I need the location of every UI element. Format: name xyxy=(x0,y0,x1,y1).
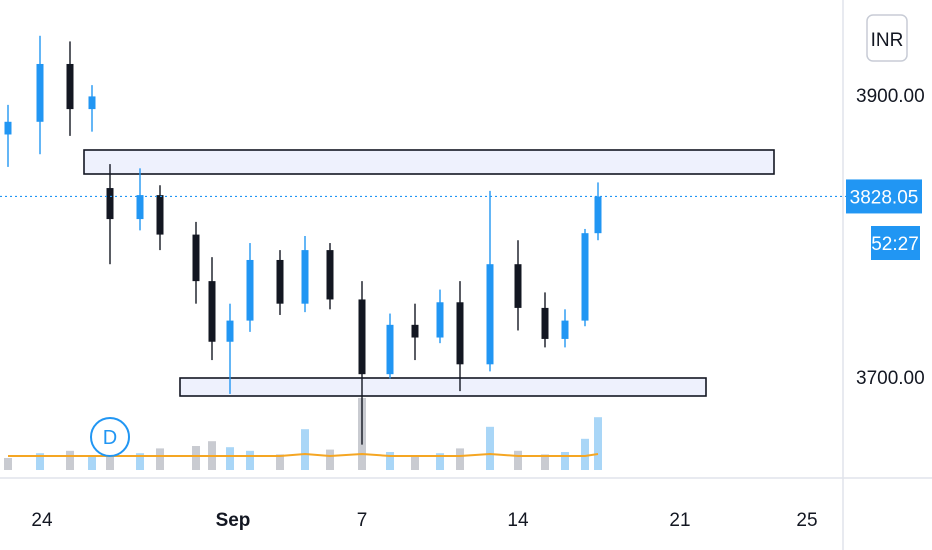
candle xyxy=(246,243,254,332)
candle-body xyxy=(326,250,334,300)
volume-bar xyxy=(66,450,74,470)
volume-bar xyxy=(561,452,569,470)
volume-bar xyxy=(386,452,394,470)
candle-body xyxy=(246,259,254,321)
last-price-label: 3828.05 52:27 xyxy=(846,179,922,260)
countdown-box xyxy=(871,226,920,260)
candle xyxy=(386,313,394,379)
candle-body xyxy=(276,259,284,304)
candle xyxy=(594,182,602,241)
candle xyxy=(4,104,12,167)
volume-bar xyxy=(581,438,589,470)
currency-badge[interactable]: INR xyxy=(866,14,908,62)
candle xyxy=(226,303,234,394)
volume-bar xyxy=(514,450,522,470)
zones-layer xyxy=(83,149,775,397)
candle-body xyxy=(208,281,216,342)
time-tick-label: 21 xyxy=(669,510,690,531)
candle xyxy=(36,35,44,155)
candle xyxy=(436,289,444,344)
volume-bar xyxy=(486,426,494,470)
candle-body xyxy=(486,264,494,365)
candle xyxy=(561,309,569,348)
time-tick-label: 14 xyxy=(507,510,529,531)
volume-bar xyxy=(541,454,549,470)
candle-body xyxy=(581,233,589,321)
time-axis-ticks: 24 Sep 7 14 21 25 xyxy=(31,510,817,531)
candle-body xyxy=(386,324,394,375)
candle-body xyxy=(4,121,12,135)
candle-body xyxy=(136,195,144,220)
candle-body xyxy=(226,320,234,342)
candle xyxy=(156,185,164,251)
candle-body xyxy=(541,307,549,339)
candle xyxy=(192,221,200,304)
candle xyxy=(326,243,334,310)
candle xyxy=(541,292,549,348)
price-tick-label: 3900.00 xyxy=(856,86,925,107)
candle xyxy=(486,190,494,372)
currency-badge-box xyxy=(866,14,908,62)
time-tick-label: 24 xyxy=(31,510,53,531)
volume-bar xyxy=(226,447,234,470)
candle xyxy=(88,85,96,132)
price-axis-ticks: 3900.00 3700.00 xyxy=(856,86,925,389)
dividend-marker-label: D xyxy=(103,427,117,449)
volume-bar xyxy=(88,455,96,470)
volume-bar xyxy=(301,429,309,470)
candle-body xyxy=(106,188,114,220)
candle-body xyxy=(436,302,444,338)
candle xyxy=(581,228,589,327)
candle xyxy=(208,257,216,361)
volume-bar xyxy=(246,450,254,470)
price-tick-label: 3700.00 xyxy=(856,368,925,389)
volume-bar xyxy=(436,453,444,470)
candle-body xyxy=(156,195,164,235)
candle xyxy=(136,168,144,231)
volume-bar xyxy=(136,453,144,470)
candle-body xyxy=(456,302,464,365)
time-tick-label: 7 xyxy=(357,510,368,531)
candle xyxy=(66,41,74,136)
candle-body xyxy=(594,196,602,234)
candle xyxy=(411,303,419,361)
last-price-box xyxy=(846,179,922,214)
volume-bar xyxy=(276,454,284,470)
candle-body xyxy=(36,63,44,122)
countdown-value: 52:27 xyxy=(871,234,919,255)
volume-bar xyxy=(326,449,334,470)
candle-body xyxy=(358,299,366,375)
candle-body xyxy=(561,320,569,339)
candle-body xyxy=(88,96,96,110)
volume-bar xyxy=(594,417,602,470)
candles-layer xyxy=(4,35,602,445)
candle xyxy=(456,281,464,392)
candle xyxy=(514,240,522,331)
candle xyxy=(276,250,284,315)
volume-bar xyxy=(192,446,200,470)
volume-bar xyxy=(36,453,44,470)
support-zone xyxy=(179,377,707,397)
candle xyxy=(358,281,366,445)
candle xyxy=(301,236,309,313)
volume-bar xyxy=(456,448,464,470)
candle xyxy=(106,164,114,265)
volume-bar xyxy=(411,455,419,470)
volume-bar xyxy=(156,448,164,470)
last-price-value: 3828.05 xyxy=(850,187,919,208)
time-tick-label: Sep xyxy=(216,510,251,531)
time-tick-label: 25 xyxy=(796,510,817,531)
candle-body xyxy=(301,250,309,304)
candle-body xyxy=(66,63,74,110)
candle-body xyxy=(192,234,200,282)
resistance-zone xyxy=(83,149,775,175)
volume-bar xyxy=(4,458,12,470)
currency-badge-label: INR xyxy=(871,30,904,51)
dividend-marker[interactable]: D xyxy=(90,417,130,457)
dividend-marker-circle xyxy=(90,417,130,457)
candle-body xyxy=(411,324,419,338)
candle-body xyxy=(514,264,522,308)
